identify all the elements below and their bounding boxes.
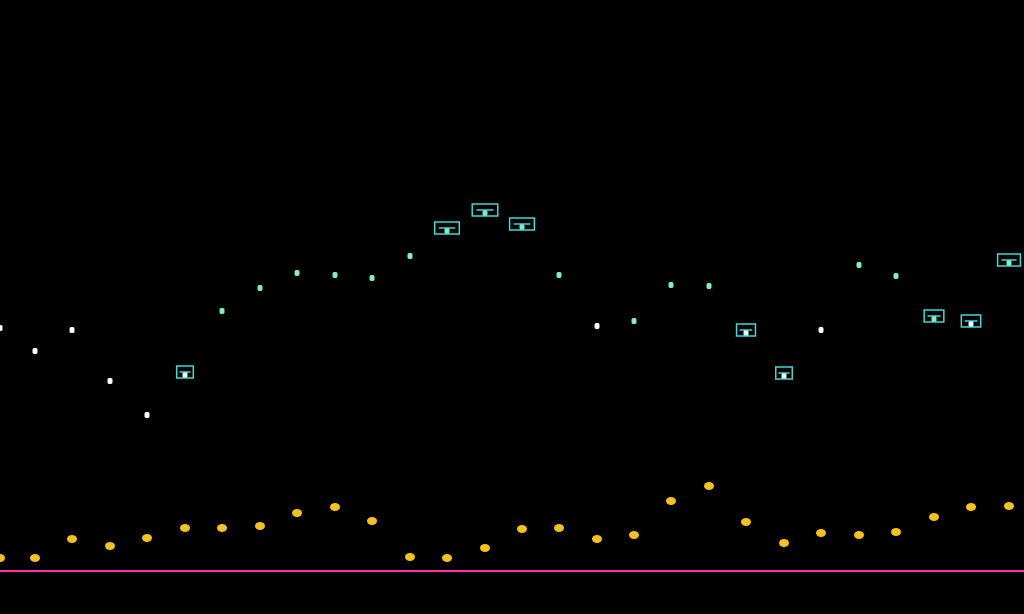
column-cap	[1006, 260, 1012, 266]
dot	[142, 534, 152, 542]
column-cap	[856, 262, 862, 268]
dot	[891, 528, 901, 536]
dot	[105, 542, 115, 550]
dot	[741, 518, 751, 526]
dot	[30, 554, 40, 562]
dot	[517, 525, 527, 533]
bracket	[996, 253, 1022, 267]
dot	[929, 513, 939, 521]
column-cap	[668, 282, 674, 288]
column-cap	[631, 318, 637, 324]
column-cap	[0, 325, 3, 331]
dot	[255, 522, 265, 530]
dot	[854, 531, 864, 539]
column-cap	[219, 308, 225, 314]
dot	[1004, 502, 1014, 510]
column-cap	[407, 253, 413, 259]
column-cap	[818, 327, 824, 333]
dot	[554, 524, 564, 532]
column-cap	[931, 316, 937, 322]
column-cap	[444, 228, 450, 234]
dot	[0, 554, 5, 562]
dot	[180, 524, 190, 532]
column-cap	[332, 272, 338, 278]
column-cap	[968, 321, 974, 327]
bracket	[960, 314, 982, 328]
column-cap	[519, 224, 525, 230]
bracket	[923, 309, 945, 323]
dot	[629, 531, 639, 539]
bracket	[735, 323, 757, 337]
dot	[67, 535, 77, 543]
dot	[666, 497, 676, 505]
column-cap	[556, 272, 562, 278]
column-cap	[257, 285, 263, 291]
bracket	[775, 366, 793, 380]
bracket	[508, 217, 536, 231]
column-cap	[182, 372, 188, 378]
column-cap	[32, 348, 38, 354]
bracket	[471, 203, 499, 217]
bracket	[175, 365, 195, 379]
dot	[405, 553, 415, 561]
column-cap	[594, 323, 600, 329]
column-cap	[706, 283, 712, 289]
column-cap	[893, 273, 899, 279]
column-cap	[294, 270, 300, 276]
column-cap	[743, 330, 749, 336]
dot	[480, 544, 490, 552]
dot	[592, 535, 602, 543]
dot	[442, 554, 452, 562]
column-cap	[781, 373, 787, 379]
dot	[330, 503, 340, 511]
dot	[217, 524, 227, 532]
dot	[816, 529, 826, 537]
column-cap	[69, 327, 75, 333]
dot	[704, 482, 714, 490]
column-cap	[144, 412, 150, 418]
bracket	[433, 221, 461, 235]
dot	[779, 539, 789, 547]
column-cap	[107, 378, 113, 384]
dot	[367, 517, 377, 525]
dot	[292, 509, 302, 517]
dot	[966, 503, 976, 511]
column-cap	[482, 210, 488, 216]
column-cap	[369, 275, 375, 281]
